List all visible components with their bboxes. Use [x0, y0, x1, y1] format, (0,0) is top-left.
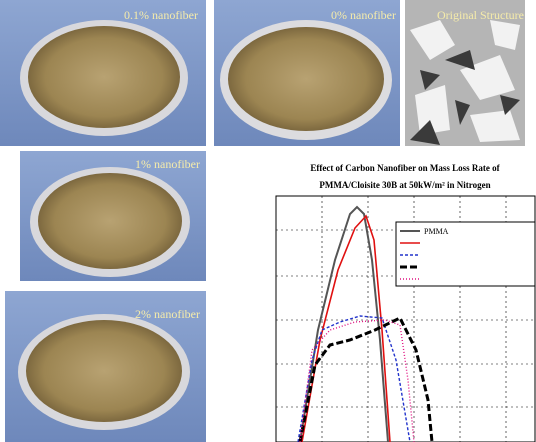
micrograph-panel: Original Structure	[405, 0, 525, 146]
panel-label: 0.1% nanofiber	[124, 8, 198, 22]
chart-title: Effect of Carbon Nanofiber on Mass Loss …	[310, 163, 500, 173]
panel-label: 1% nanofiber	[135, 157, 200, 171]
legend-label: PMMA	[424, 227, 449, 236]
photo-panel: 0.1% nanofiber	[0, 0, 206, 146]
panel-label: Original Structure	[437, 8, 524, 22]
panel-label: 0% nanofiber	[331, 8, 396, 22]
panel-label: 2% nanofiber	[135, 307, 200, 321]
figure: 0.1% nanofiber 0% nanofiber Original Str…	[0, 0, 536, 442]
photo-panel: 1% nanofiber	[20, 151, 206, 281]
chart-title: PMMA/Cloisite 30B at 50kW/m² in Nitrogen	[319, 180, 490, 190]
chart: Effect of Carbon Nanofiber on Mass Loss …	[276, 163, 535, 442]
legend: PMMA	[396, 222, 535, 286]
photo-panel: 2% nanofiber	[5, 291, 206, 442]
photo-panel: 0% nanofiber	[214, 0, 400, 146]
